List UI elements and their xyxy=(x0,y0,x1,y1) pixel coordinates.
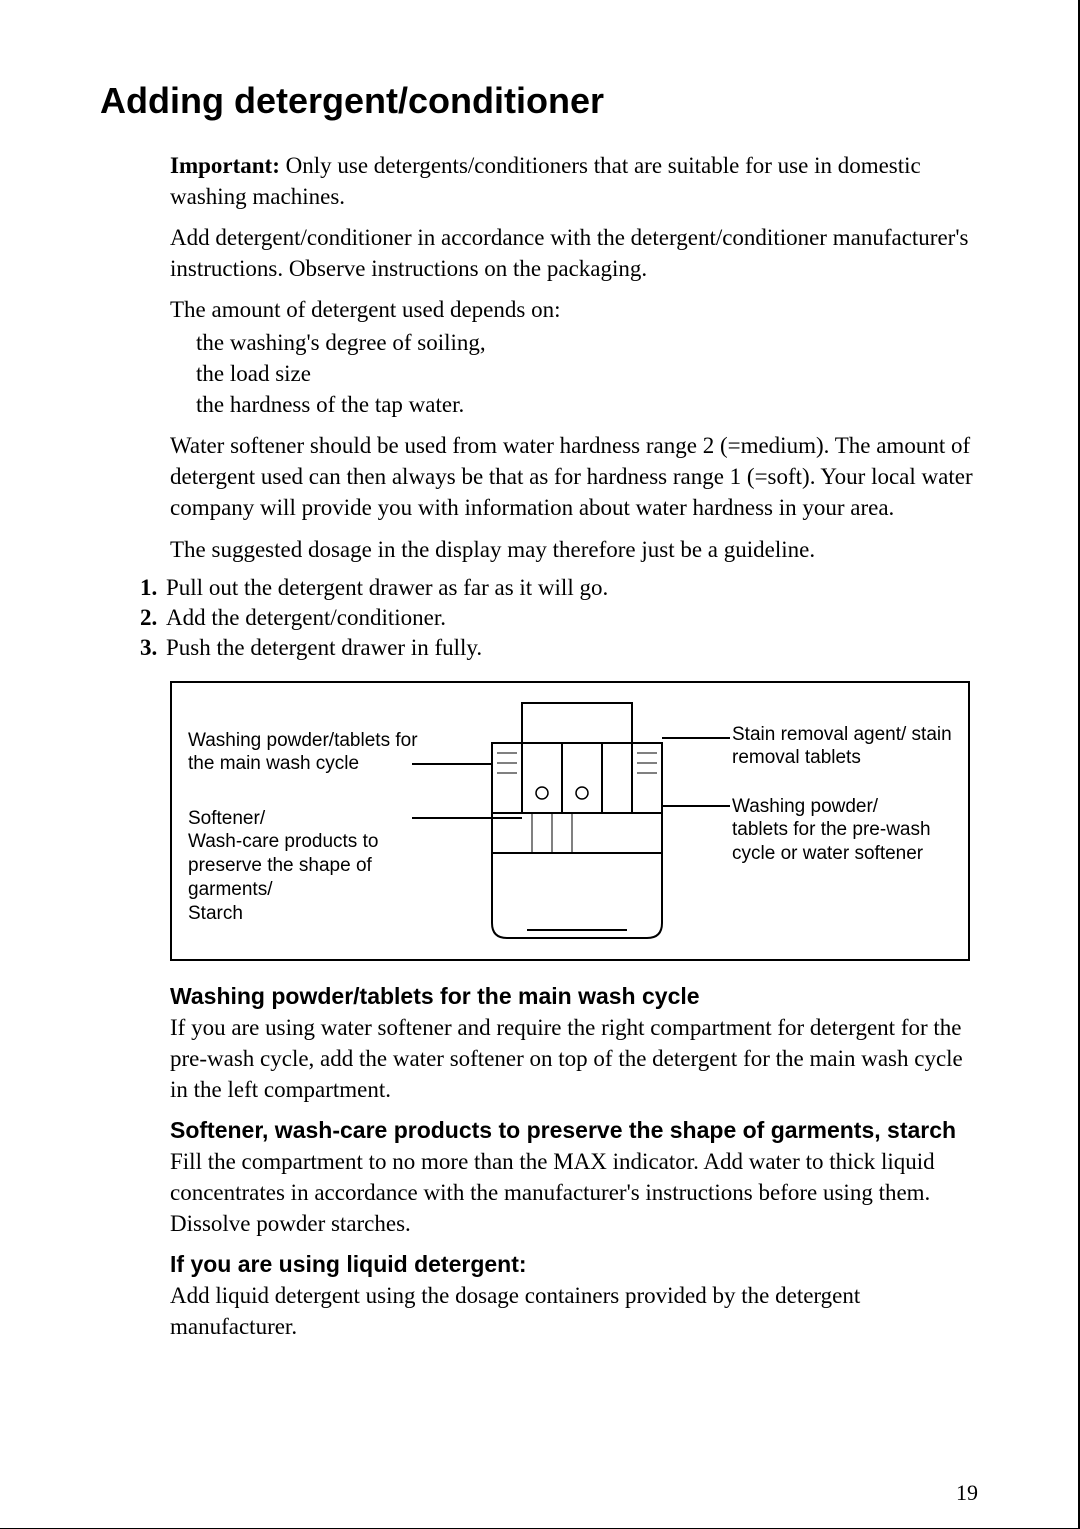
drawer-icon xyxy=(462,693,682,953)
page-number: 19 xyxy=(956,1480,978,1506)
important-label: Important: xyxy=(170,153,280,178)
page-title: Adding detergent/conditioner xyxy=(100,80,978,122)
sections: Washing powder/tablets for the main wash… xyxy=(170,981,978,1343)
subheading-softener: Softener, wash-care products to preserve… xyxy=(170,1115,978,1146)
bullet-1: the washing's degree of soiling, xyxy=(196,327,978,358)
section-text-main-wash: If you are using water softener and requ… xyxy=(170,1012,978,1105)
step-3: 3. Push the detergent drawer in fully. xyxy=(140,635,978,661)
diagram-label-stain: Stain removal agent/ stain removal table… xyxy=(732,723,952,771)
step-number: 1. xyxy=(140,575,166,601)
section-text-softener: Fill the compartment to no more than the… xyxy=(170,1146,978,1239)
bullet-3: the hardness of the tap water. xyxy=(196,389,978,420)
diagram-label-prewash: Washing powder/ tablets for the pre-wash… xyxy=(732,795,962,866)
paragraph-2: Add detergent/conditioner in accordance … xyxy=(170,222,978,284)
paragraph-3: The amount of detergent used depends on: xyxy=(170,294,978,325)
step-1: 1. Pull out the detergent drawer as far … xyxy=(140,575,978,601)
section-text-liquid: Add liquid detergent using the dosage co… xyxy=(170,1280,978,1342)
step-text: Push the detergent drawer in fully. xyxy=(166,635,482,661)
paragraph-5: The suggested dosage in the display may … xyxy=(170,534,978,565)
step-2: 2. Add the detergent/conditioner. xyxy=(140,605,978,631)
important-paragraph: Important: Only use detergents/condition… xyxy=(170,150,978,212)
bullet-2: the load size xyxy=(196,358,978,389)
body-content: Important: Only use detergents/condition… xyxy=(170,150,978,565)
diagram-label-main-wash: Washing powder/tablets for the main wash… xyxy=(188,729,418,777)
step-text: Add the detergent/conditioner. xyxy=(166,605,446,631)
paragraph-4: Water softener should be used from water… xyxy=(170,430,978,523)
step-number: 2. xyxy=(140,605,166,631)
step-text: Pull out the detergent drawer as far as … xyxy=(166,575,608,601)
subheading-liquid: If you are using liquid detergent: xyxy=(170,1249,978,1280)
subheading-main-wash: Washing powder/tablets for the main wash… xyxy=(170,981,978,1012)
important-text: Only use detergents/conditioners that ar… xyxy=(170,153,921,209)
step-number: 3. xyxy=(140,635,166,661)
steps-list: 1. Pull out the detergent drawer as far … xyxy=(140,575,978,661)
diagram-label-softener: Softener/ Wash-care products to preserve… xyxy=(188,807,418,926)
detergent-drawer-diagram: Washing powder/tablets for the main wash… xyxy=(170,681,970,961)
